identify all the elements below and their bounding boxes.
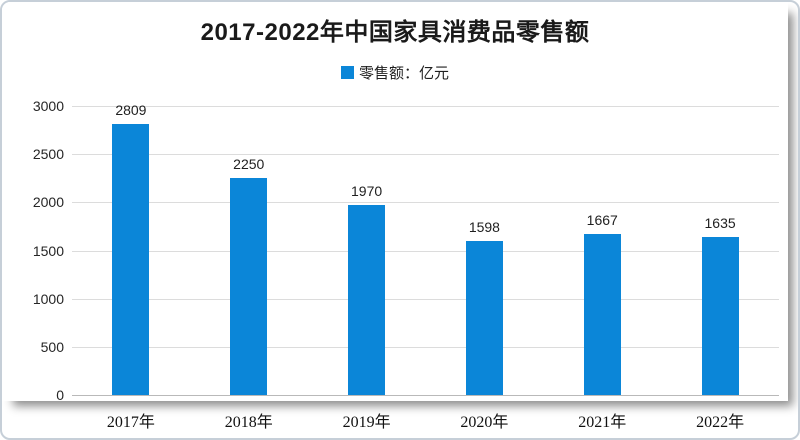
bar-value-label: 1635 — [704, 215, 736, 232]
bar-value-label: 2250 — [233, 156, 265, 173]
y-tick-label: 3000 — [32, 98, 64, 114]
legend-label: 零售额：亿元 — [358, 65, 449, 82]
gridline — [72, 202, 779, 204]
y-tick-label: 1000 — [32, 290, 64, 307]
x-axis-line — [72, 395, 779, 396]
x-tick-label: 2018年 — [224, 414, 273, 431]
bar-value-label: 1667 — [586, 212, 618, 229]
x-tick-label: 2021年 — [578, 414, 627, 431]
chart-panel: 2017-2022年中国家具消费品零售额 零售额：亿元 3000 2500 2000… — [2, 2, 788, 403]
y-tick-label: 1500 — [32, 242, 64, 259]
gridline — [72, 106, 779, 107]
x-tick-label: 2017年 — [106, 414, 155, 431]
y-axis-tick-labels: 3000 2500 2000 1500 1000 500 0 — [2, 98, 64, 403]
chart-title: 2017-2022年中国家具消费品零售额 — [200, 19, 590, 46]
gridline — [72, 154, 779, 156]
y-tick-label: 500 — [40, 338, 64, 355]
bar-2019年 — [348, 205, 386, 395]
y-tick-label: 0 — [56, 387, 64, 403]
x-tick-label: 2020年 — [460, 414, 509, 431]
bar-value-label: 1598 — [468, 219, 500, 236]
gridline — [72, 346, 779, 348]
bar-2020年 — [465, 241, 503, 395]
bar-value-label: 1970 — [351, 183, 383, 200]
bar-2017年 — [112, 124, 150, 395]
legend-swatch-icon — [340, 66, 354, 79]
bar-value-label: 2809 — [115, 102, 147, 119]
gridline — [72, 250, 779, 252]
bar-2022年 — [701, 237, 739, 395]
y-tick-label: 2500 — [32, 146, 64, 163]
bar-2018年 — [230, 178, 268, 395]
x-axis-tick-labels: 2017年 2018年 2019年 2020年 2021年 2022年 — [72, 408, 779, 434]
gridline — [72, 298, 779, 300]
x-tick-label: 2022年 — [696, 414, 745, 431]
plot-area: 2809 2250 1970 1598 1667 1635 — [72, 102, 779, 396]
x-tick-label: 2019年 — [342, 414, 391, 431]
legend: 零售额：亿元 — [2, 62, 788, 83]
bar-2021年 — [583, 234, 621, 395]
y-tick-label: 2000 — [32, 194, 64, 211]
